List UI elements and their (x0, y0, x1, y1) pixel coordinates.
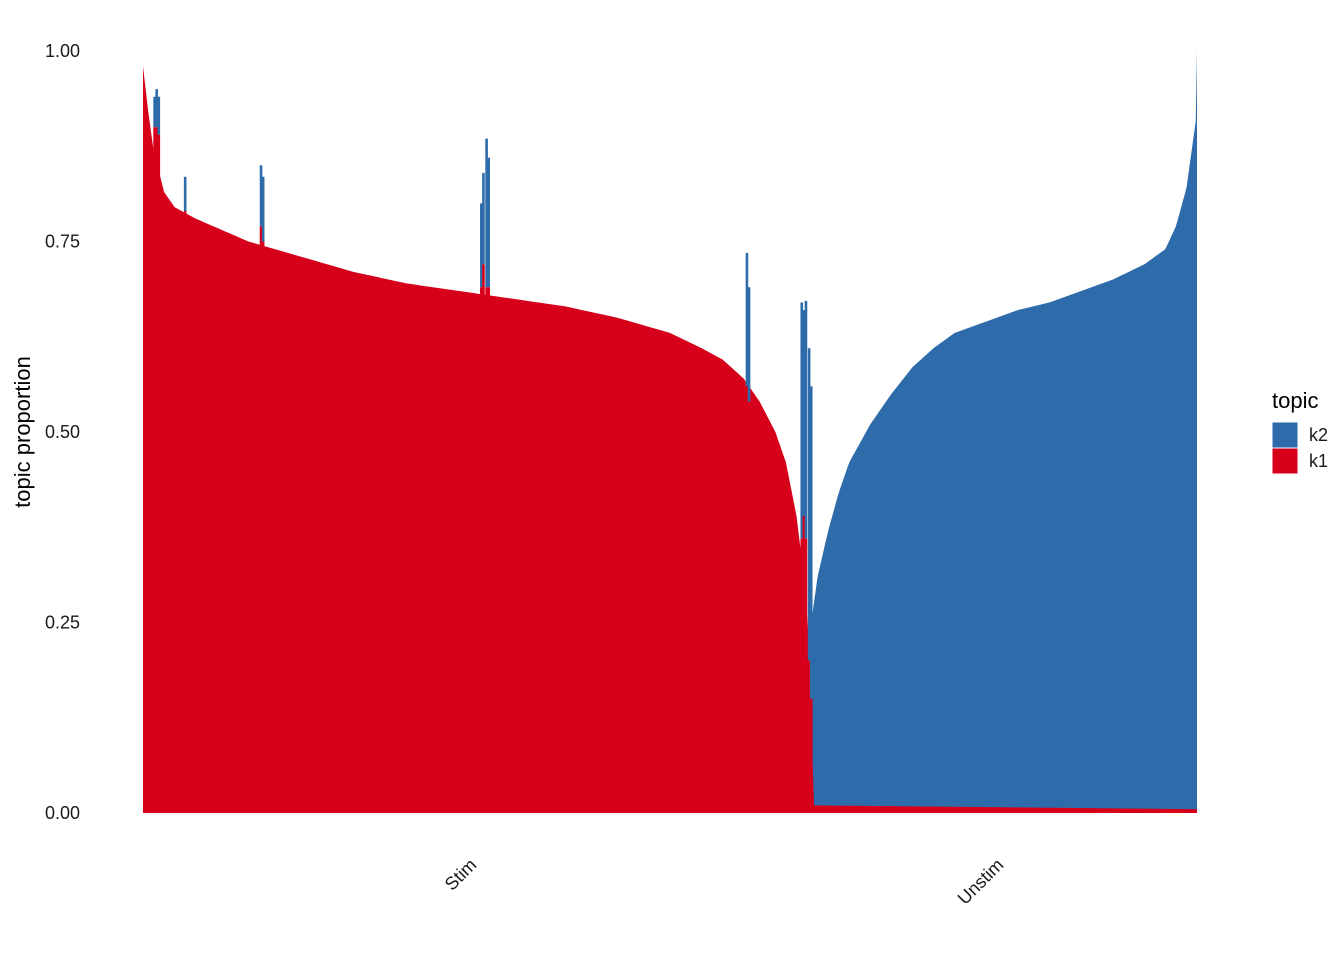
spike-k1-13 (802, 515, 806, 813)
spike-k2-9 (487, 157, 491, 288)
spike-k1-8 (485, 287, 488, 814)
spike-k2-7 (482, 172, 485, 265)
legend-title: topic (1272, 388, 1318, 413)
spike-k2-10 (745, 252, 749, 387)
spike-k1-1 (155, 127, 159, 813)
spike-k2-14 (804, 300, 808, 539)
spike-k2-3 (183, 176, 187, 212)
y-axis-title: topic proportion (10, 356, 35, 508)
legend-label-k1: k1 (1309, 451, 1328, 471)
spike-k2-5 (261, 176, 265, 242)
legend-swatch-k2 (1271, 421, 1299, 449)
spike-k1-7 (482, 264, 485, 813)
spike-k1-4 (259, 226, 263, 813)
spike-k1-6 (480, 287, 483, 814)
spike-k1-9 (487, 287, 491, 814)
series-k1-area (143, 66, 1197, 814)
x-axis: Stim Unstim (441, 855, 1008, 909)
legend: topic k2 k1 (1271, 388, 1328, 475)
spike-k2-15 (807, 348, 811, 661)
y-tick-label: 0.25 (45, 613, 80, 633)
plot-area (143, 51, 1197, 814)
spike-k1-15 (807, 660, 811, 813)
spike-k1-2 (157, 134, 161, 813)
spike-k2-13 (802, 310, 806, 516)
spike-k1-3 (183, 211, 187, 813)
x-group-label: Unstim (954, 855, 1008, 909)
y-tick-label: 0.75 (45, 232, 80, 252)
y-tick-label: 0.50 (45, 422, 80, 442)
spike-k2-12 (800, 302, 804, 539)
spike-k1-14 (804, 538, 808, 813)
spike-k2-4 (259, 165, 263, 227)
spike-k1-5 (261, 241, 265, 813)
spike-k2-11 (747, 287, 751, 402)
spike-k2-16 (809, 386, 813, 699)
spike-k1-11 (747, 401, 751, 813)
y-axis: 0.00 0.25 0.50 0.75 1.00 (45, 41, 80, 823)
spike-k2-6 (480, 203, 483, 288)
spike-k1-0 (153, 127, 156, 813)
y-tick-label: 1.00 (45, 41, 80, 61)
spike-k2-0 (153, 96, 156, 128)
legend-swatch-k1 (1271, 447, 1299, 475)
spike-k1-16 (809, 698, 813, 813)
spike-k2-2 (157, 96, 161, 135)
y-tick-label: 0.00 (45, 803, 80, 823)
spike-k1-10 (745, 386, 749, 813)
spike-k2-1 (155, 89, 159, 128)
spike-k2-8 (485, 138, 488, 288)
series-k2-area (812, 51, 1197, 813)
legend-label-k2: k2 (1309, 425, 1328, 445)
spike-k1-12 (800, 538, 804, 813)
x-group-label: Stim (441, 855, 481, 895)
